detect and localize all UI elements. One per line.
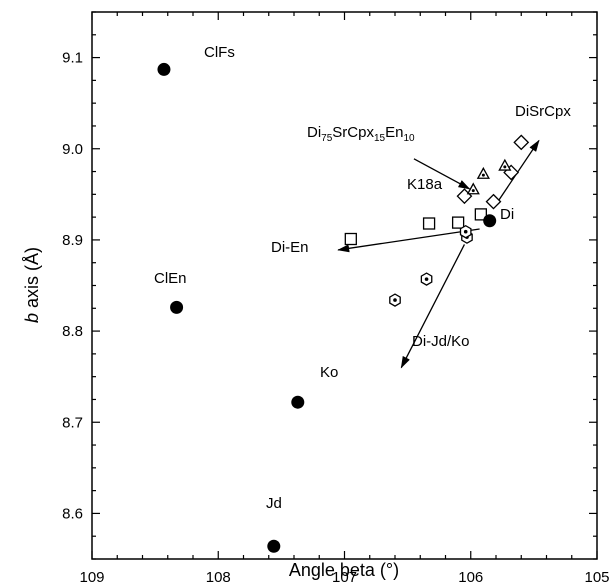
vector-arrow — [400, 244, 466, 369]
composition-part: Di — [307, 124, 321, 141]
label-Di-Jd-Ko: Di-Jd/Ko — [412, 333, 470, 350]
composition-part: 75 — [321, 133, 333, 144]
composition-part: 15 — [374, 133, 386, 144]
square-marker — [422, 217, 436, 230]
y-tick-label: 8.9 — [62, 232, 83, 249]
y-tick-label: 9.1 — [62, 50, 83, 67]
endmember-points — [157, 62, 497, 553]
x-tick-label: 109 — [79, 569, 104, 584]
composition-part: 10 — [403, 133, 415, 144]
triangle-marker-dot — [481, 173, 485, 177]
x-tick-label: 107 — [332, 569, 357, 584]
hexagon-marker-dot — [393, 298, 397, 302]
label-ClFs: ClFs — [204, 44, 235, 61]
label-Di-En: Di-En — [271, 239, 309, 256]
y-axis-title-italic: b — [22, 313, 42, 323]
y-tick-label: 9.0 — [62, 141, 83, 158]
endmember-marker — [291, 395, 305, 409]
x-tick-label: 105 — [584, 569, 609, 584]
endmember-marker — [170, 300, 184, 314]
open-symbol-series — [344, 134, 530, 307]
composition-arrow — [413, 158, 471, 190]
label-composition: Di75SrCpx15En10 — [307, 124, 415, 144]
composition-part: SrCpx — [332, 124, 374, 141]
square-marker — [451, 216, 465, 229]
composition-part: En — [385, 124, 403, 141]
endmember-marker — [267, 539, 281, 553]
vector-arrow — [337, 228, 480, 253]
y-tick-label: 8.7 — [62, 414, 83, 431]
diamond-marker — [513, 134, 530, 151]
x-axis-ticks: 109 108 107 106 105 — [79, 12, 610, 584]
label-Jd: Jd — [266, 495, 282, 512]
hexagon-marker-dot — [463, 229, 468, 234]
square-marker — [474, 208, 488, 221]
triangle-marker-dot — [471, 189, 475, 193]
x-tick-label: 106 — [458, 569, 483, 584]
hexagon-marker-dot — [424, 277, 429, 281]
y-axis-ticks: 8.6 8.7 8.8 8.9 9.0 9.1 — [62, 11, 597, 560]
triangle-marker — [476, 166, 490, 179]
label-Ko: Ko — [320, 364, 338, 381]
label-Di: Di — [500, 206, 514, 223]
x-tick-label: 108 — [206, 569, 231, 584]
triangle-marker-dot — [503, 165, 507, 169]
square-marker — [344, 232, 357, 246]
diamond-marker — [485, 193, 502, 210]
endmember-marker — [483, 214, 497, 228]
label-ClEn: ClEn — [154, 270, 187, 287]
x-axis-title: Angle beta (°) — [289, 560, 399, 580]
y-tick-label: 8.6 — [62, 505, 83, 522]
label-K18a: K18a — [407, 176, 443, 193]
triangle-marker — [466, 182, 480, 195]
y-axis-title-rest: axis (Å) — [22, 247, 42, 313]
y-axis-title: b axis (Å) — [22, 247, 42, 323]
y-tick-label: 8.8 — [62, 323, 83, 340]
endmember-marker — [157, 62, 171, 76]
label-DiSrCpx: DiSrCpx — [515, 103, 571, 120]
triangle-marker — [498, 158, 512, 171]
